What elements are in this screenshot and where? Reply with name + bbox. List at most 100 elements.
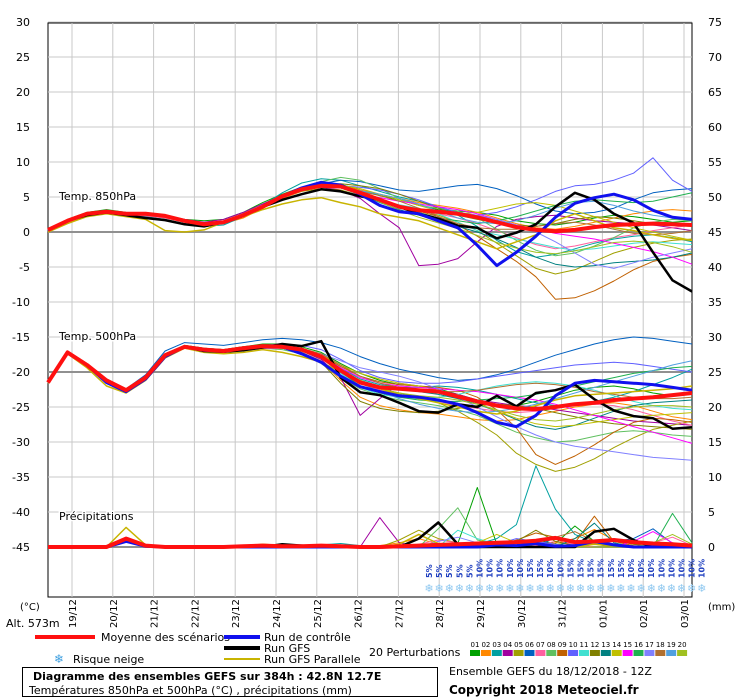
- snow-risk-percent: 15%: [526, 559, 535, 578]
- altitude-label: Alt. 573m: [6, 617, 60, 630]
- left-tick-label: 0: [23, 226, 30, 239]
- legend-perturbation-swatch: [622, 650, 633, 656]
- snowflake-icon: ❄: [596, 582, 605, 595]
- legend-gfs-parallel-label: Run GFS Parallele: [264, 653, 361, 666]
- right-tick-label: 0: [708, 541, 715, 554]
- legend-perturbation-number: 10: [569, 641, 578, 649]
- snowflake-icon: ❄: [657, 582, 666, 595]
- snowflake-icon: ❄: [606, 582, 615, 595]
- legend-perturbation-swatch: [655, 650, 666, 656]
- snow-risk-percent: 10%: [627, 559, 636, 578]
- snowflake-icon: ❄: [667, 582, 676, 595]
- right-tick-label: 30: [708, 331, 722, 344]
- run-info: Ensemble GEFS du 18/12/2018 - 12Z: [449, 665, 652, 678]
- right-tick-label: 70: [708, 51, 722, 64]
- t850-mean-line: [47, 183, 693, 234]
- legend-perturbation-number: 04: [503, 641, 512, 649]
- snowflake-icon: ❄: [465, 582, 474, 595]
- legend-perturbation-number: 07: [536, 641, 545, 649]
- date-tick-label: 26/12: [354, 599, 365, 628]
- legend-perturbation-number: 11: [580, 641, 589, 649]
- chart-subtitle: Températures 850hPa et 500hPa (°C) , pré…: [29, 684, 352, 697]
- t500-mean-line: [46, 344, 693, 412]
- snow-risk-percent: 10%: [476, 559, 485, 578]
- legend-perturbation-swatch: [611, 650, 622, 656]
- snow-risk-percent: 15%: [577, 559, 586, 578]
- right-tick-label: 20: [708, 401, 722, 414]
- legend-perturbation-number: 17: [645, 641, 654, 649]
- right-tick-label: 10: [708, 471, 722, 484]
- snow-risk-percent: 15%: [587, 559, 596, 578]
- snow-risk-percent: 15%: [536, 559, 545, 578]
- date-tick-label: 21/12: [150, 599, 161, 628]
- snow-risk-percent: 5%: [445, 564, 454, 578]
- snow-risk-percent: 10%: [556, 559, 565, 578]
- legend-perturbation-number: 05: [514, 641, 523, 649]
- snow-risk-percent: 15%: [566, 559, 575, 578]
- snow-risk-percent: 10%: [647, 559, 656, 578]
- legend-perturbation-number: 18: [656, 641, 665, 649]
- legend-perturbation-number: 12: [590, 641, 599, 649]
- snow-risk-percent: 5%: [465, 564, 474, 578]
- snow-risk-percent: 5%: [455, 564, 464, 578]
- legend-perturbation-number: 06: [525, 641, 534, 649]
- left-axis-unit: (°C): [20, 602, 40, 613]
- date-tick-label: 25/12: [313, 599, 324, 628]
- right-tick-label: 45: [708, 226, 722, 239]
- legend-perturbation-swatch: [470, 650, 480, 656]
- right-tick-label: 75: [708, 16, 722, 29]
- left-tick-label: 30: [16, 16, 30, 29]
- snowflake-icon: ❄: [687, 582, 696, 595]
- left-tick-label: -15: [12, 331, 30, 344]
- date-tick-label: 28/12: [435, 599, 446, 628]
- legend-perturbation-swatch: [502, 650, 513, 656]
- right-tick-label: 5: [708, 506, 715, 519]
- right-tick-label: 40: [708, 261, 722, 274]
- snowflake-icon: ❄: [445, 582, 454, 595]
- legend-perturbation-number: 13: [601, 641, 610, 649]
- legend-perturbation-number: 14: [612, 641, 621, 649]
- right-tick-label: 35: [708, 296, 722, 309]
- legend-perturbation-swatch: [600, 650, 611, 656]
- legend-snow-label: Risque neige: [73, 653, 144, 666]
- date-tick-label: 03/01: [680, 599, 691, 628]
- legend-perturbations-label: 20 Perturbations: [369, 646, 461, 659]
- snow-risk-percent: 10%: [516, 559, 525, 578]
- legend-perturbation-number: 15: [623, 641, 632, 649]
- right-tick-label: 50: [708, 191, 722, 204]
- snowflake-icon: ❄: [54, 652, 64, 666]
- legend-control-label: Run de contrôle: [264, 631, 351, 644]
- left-tick-label: 25: [16, 51, 30, 64]
- date-tick-label: 01/01: [598, 599, 609, 628]
- snowflake-icon: ❄: [546, 582, 555, 595]
- snow-risk-percent: 10%: [506, 559, 515, 578]
- snowflake-icon: ❄: [515, 582, 524, 595]
- right-tick-label: 25: [708, 366, 722, 379]
- date-tick-label: 30/12: [517, 599, 528, 628]
- legend-perturbation-swatch: [579, 650, 589, 656]
- legend-perturbation-swatch: [633, 650, 644, 656]
- snow-risk-percent: 10%: [486, 559, 495, 578]
- date-tick-label: 23/12: [231, 599, 242, 628]
- copyright: Copyright 2018 Meteociel.fr: [449, 683, 639, 697]
- snow-risk-percent: 15%: [617, 559, 626, 578]
- legend-perturbation-number: 08: [547, 641, 556, 649]
- right-tick-label: 15: [708, 436, 722, 449]
- legend-perturbation-swatch: [677, 650, 688, 656]
- snow-risk-percent: 10%: [688, 559, 697, 578]
- t500-perturbation-line: [47, 336, 693, 390]
- legend-gfs-label: Run GFS: [264, 642, 310, 655]
- panel-label: Temp. 850hPa: [58, 190, 136, 203]
- legend-perturbation-number: 01: [471, 641, 480, 649]
- legend-perturbation-swatch: [589, 650, 600, 656]
- plot-frame: [47, 22, 693, 598]
- legend-perturbation-swatch: [491, 650, 502, 656]
- snowflake-icon: ❄: [636, 582, 645, 595]
- snow-risk-percent: 10%: [657, 559, 666, 578]
- left-tick-label: -40: [12, 506, 30, 519]
- snowflake-icon: ❄: [626, 582, 635, 595]
- snowflake-icon: ❄: [424, 582, 433, 595]
- date-tick-label: 29/12: [476, 599, 487, 628]
- left-tick-label: 15: [16, 121, 30, 134]
- snow-risk-percent: 5%: [425, 564, 434, 578]
